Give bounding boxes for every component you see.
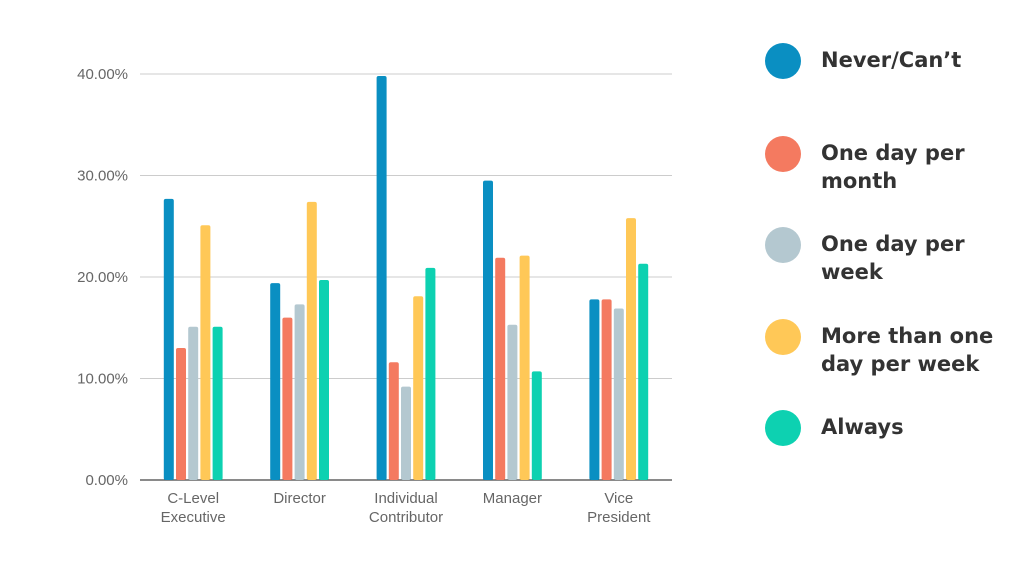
legend-label-line: day per week xyxy=(821,352,980,376)
x-tick-label: Manager xyxy=(483,490,542,507)
legend-label: Always xyxy=(821,413,1021,441)
legend-swatch xyxy=(765,319,801,355)
bar-group xyxy=(376,76,436,480)
bar xyxy=(294,304,305,480)
bar xyxy=(212,326,223,480)
x-tick-label: C-Level xyxy=(167,490,219,507)
y-tick-label: 0.00% xyxy=(85,472,128,489)
bar xyxy=(319,280,329,480)
legend-label: Never/Can’t xyxy=(821,46,1021,74)
legend-swatch xyxy=(765,227,801,263)
x-tick-label: Vice xyxy=(604,490,633,507)
legend-label-line: Never/Can’t xyxy=(821,48,962,72)
x-tick-label: Executive xyxy=(161,509,226,526)
legend-swatch xyxy=(765,136,801,172)
y-tick-label: 10.00% xyxy=(77,371,128,388)
bar-group xyxy=(163,198,223,480)
y-tick-label: 30.00% xyxy=(77,168,128,185)
bar xyxy=(531,371,542,480)
bar xyxy=(282,317,293,480)
bar xyxy=(589,299,600,480)
bar xyxy=(507,324,518,480)
legend-item: Never/Can’t xyxy=(765,43,1021,79)
x-tick-label: President xyxy=(587,509,651,526)
x-tick-label: Contributor xyxy=(369,509,443,526)
legend-item: Always xyxy=(765,410,1021,446)
legend-item: More than one day per week xyxy=(765,319,1021,378)
legend-label-line: month xyxy=(821,169,898,193)
bar xyxy=(376,76,387,480)
bar xyxy=(188,326,199,480)
y-tick-label: 40.00% xyxy=(77,66,128,83)
bar xyxy=(495,257,506,480)
bar-group xyxy=(589,218,649,480)
bar xyxy=(388,362,399,480)
bar xyxy=(626,218,636,480)
bar xyxy=(200,225,211,480)
legend-label-line: More than one xyxy=(821,324,994,348)
bar xyxy=(401,386,411,480)
bar xyxy=(163,198,174,480)
legend-label-line: One day per xyxy=(821,141,965,165)
legend-label-line: week xyxy=(821,260,883,284)
legend-item: One day per month xyxy=(765,136,1021,195)
bar xyxy=(425,267,436,480)
bar xyxy=(483,180,493,480)
x-tick-label: Director xyxy=(273,490,326,507)
bar xyxy=(413,296,424,480)
legend-item: One day per week xyxy=(765,227,1021,286)
legend-label-line: One day per xyxy=(821,232,965,256)
bar-group xyxy=(270,201,329,480)
legend-label: One day per month xyxy=(821,139,1021,195)
legend-swatch xyxy=(765,43,801,79)
legend-label: More than one day per week xyxy=(821,322,1021,378)
bar-group xyxy=(483,180,542,480)
bar xyxy=(176,348,186,480)
bar xyxy=(270,283,281,480)
legend-swatch xyxy=(765,410,801,446)
legend-label-line: Always xyxy=(821,415,904,439)
bar xyxy=(613,308,624,480)
bar xyxy=(601,299,612,480)
bar xyxy=(638,263,649,480)
legend-label: One day per week xyxy=(821,230,1021,286)
bar xyxy=(519,255,530,480)
bar xyxy=(306,201,317,480)
x-tick-label: Individual xyxy=(374,490,437,507)
y-tick-label: 20.00% xyxy=(77,269,128,286)
